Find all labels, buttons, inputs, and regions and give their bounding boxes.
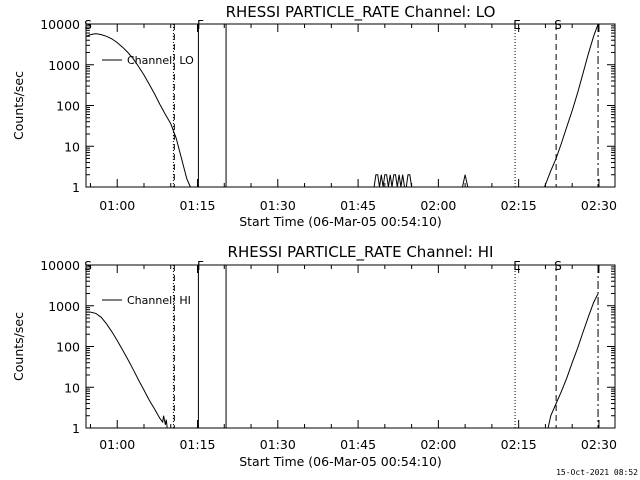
marker-label: S: [554, 18, 562, 32]
x-tick-label: 01:45: [340, 437, 376, 452]
x-axis-label: Start Time (06-Mar-05 00:54:10): [239, 454, 442, 469]
marker-label: F: [197, 18, 204, 32]
y-axis-label: Counts/sec: [11, 71, 26, 140]
chart-title: RHESSI PARTICLE_RATE Channel: HI: [228, 243, 494, 262]
x-tick-label: 01:15: [179, 437, 215, 452]
plot-frame: [85, 264, 616, 429]
marker-label: S: [84, 18, 92, 32]
y-tick-label: 1: [72, 421, 80, 436]
x-axis-label: Start Time (06-Mar-05 00:54:10): [239, 214, 442, 229]
marker-label: S: [84, 259, 92, 273]
y-tick-label: 10: [64, 139, 80, 154]
x-tick-label: 01:00: [99, 198, 135, 213]
marker-label: E: [513, 18, 521, 32]
x-tick-label: 02:30: [581, 198, 617, 213]
series-line-segment: [547, 293, 599, 429]
y-tick-label: 10000: [40, 258, 80, 273]
y-tick-label: 10: [64, 380, 80, 395]
x-tick-label: 02:00: [420, 437, 456, 452]
x-tick-label: 01:15: [179, 198, 215, 213]
series-line-segment: [86, 311, 168, 429]
x-tick-label: 01:00: [99, 437, 135, 452]
series-line-segment: [462, 174, 469, 188]
marker-label: E: [513, 259, 521, 273]
x-tick-label: 02:15: [501, 437, 537, 452]
footer-timestamp: 15-Oct-2021 08:52: [556, 468, 638, 477]
y-tick-label: 100: [56, 340, 80, 355]
plot-frame: [85, 23, 616, 188]
chart-title: RHESSI PARTICLE_RATE Channel: LO: [226, 3, 496, 22]
panel-lo: RHESSI PARTICLE_RATE Channel: LO Counts/s…: [11, 3, 617, 229]
marker-label: F: [197, 259, 204, 273]
x-tick-label: 01:30: [260, 198, 296, 213]
panel-hi: RHESSI PARTICLE_RATE Channel: HI Counts/s…: [11, 243, 617, 469]
y-axis-label: Counts/sec: [11, 312, 26, 381]
x-tick-label: 02:00: [420, 198, 456, 213]
y-tick-label: 1000: [48, 58, 80, 73]
series-line-segment: [373, 174, 413, 188]
x-tick-label: 02:30: [581, 437, 617, 452]
y-tick-label: 10000: [40, 17, 80, 32]
x-tick-label: 01:45: [340, 198, 376, 213]
y-tick-label: 100: [56, 99, 80, 114]
y-tick-label: 1000: [48, 299, 80, 314]
legend-label: Channel: HI: [127, 294, 191, 307]
series-line-segment: [544, 23, 599, 188]
legend-label: Channel: LO: [127, 54, 194, 67]
x-tick-label: 01:30: [260, 437, 296, 452]
marker-label: S: [554, 259, 562, 273]
x-tick-label: 02:15: [501, 198, 537, 213]
series-line-segment: [85, 33, 191, 188]
y-tick-label: 1: [72, 180, 80, 195]
